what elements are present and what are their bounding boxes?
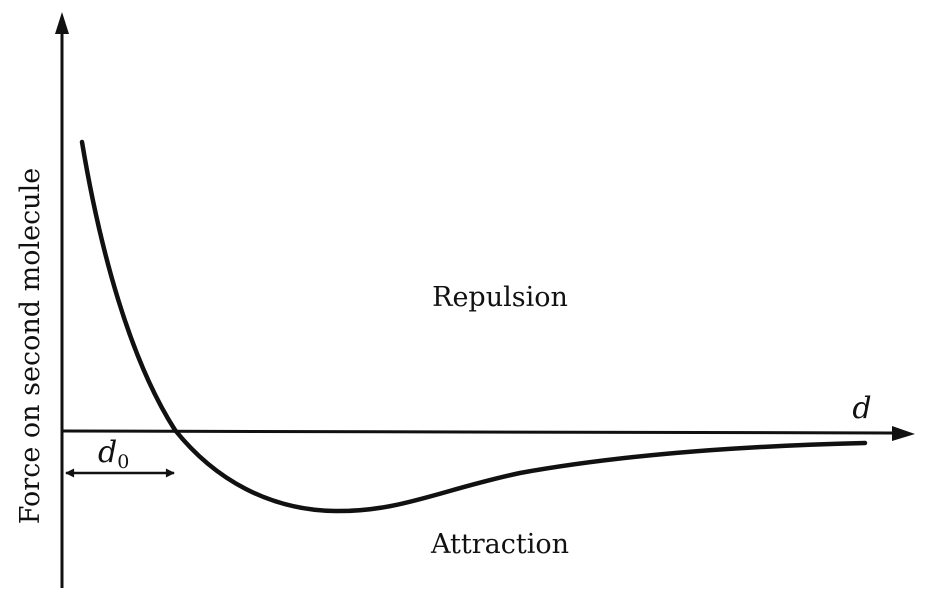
x-axis-label: d [852, 391, 871, 426]
equilibrium-distance-main: d [98, 435, 117, 470]
x-axis-arrowhead [892, 426, 915, 441]
y-axis-arrowhead [55, 12, 69, 34]
x-axis [61, 429, 899, 435]
equilibrium-distance-subscript: 0 [117, 451, 129, 473]
y-axis-label: Force on second molecule [15, 168, 46, 524]
repulsion-label: Repulsion [432, 282, 568, 313]
force-curve [79, 139, 868, 514]
attraction-label: Attraction [430, 529, 569, 560]
equilibrium-distance-label: d0 [98, 435, 129, 473]
